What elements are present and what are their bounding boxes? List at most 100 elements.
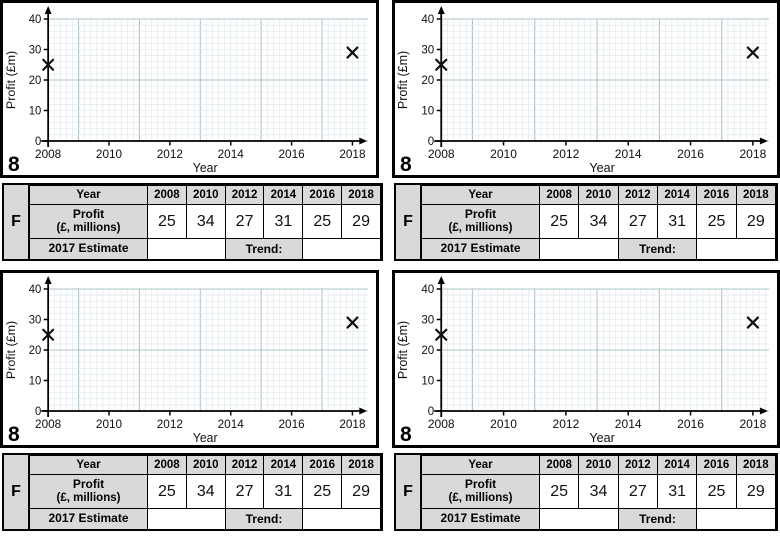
profit-value-cell: 25 [696, 474, 737, 509]
profit-time-series-chart: 0 10 20 30 40 2008 2010 2012 2014 2016 2018 Year Pro… [4, 276, 369, 445]
profit-time-series-chart: 0 10 20 30 40 2008 2010 2012 2014 2016 2018 Year Pro… [396, 276, 769, 445]
grid [47, 288, 369, 412]
svg-text:2008: 2008 [35, 147, 62, 161]
x-axis-arrow-icon [759, 407, 768, 415]
data-table-block: F Year 2008 2010 2012 2014 2016 2018 [394, 453, 778, 531]
svg-text:30: 30 [29, 44, 42, 56]
profit-value-cell: 25 [302, 204, 343, 239]
svg-text:0: 0 [428, 136, 434, 148]
y-axis-arrow-icon [437, 276, 445, 284]
year-cell: 2008 [147, 455, 187, 475]
quadrant-top-right: 0 10 20 30 40 2008 2010 2012 2014 2016 2018 Year Pro… [390, 0, 780, 270]
year-header-cell: Year [421, 185, 540, 205]
profit-value-cell: 25 [538, 204, 580, 239]
profit-table: Year 2008 2010 2012 2014 2016 2018 Profi… [29, 455, 381, 530]
year-cell: 2014 [263, 185, 304, 205]
data-table-block: F Year 2008 2010 2012 2014 2016 2018 [394, 183, 778, 261]
data-table-block: F Year 2008 2010 2012 2014 2016 2018 [2, 183, 383, 261]
trend-answer-cell [696, 238, 776, 260]
year-cell: 2018 [341, 185, 381, 205]
svg-text:0: 0 [35, 406, 41, 418]
chart-panel: 0 10 20 30 40 2008 2010 2012 2014 2016 2018 Year Pro… [392, 0, 780, 178]
data-table-block: F Year 2008 2010 2012 2014 2016 2018 [2, 453, 383, 531]
svg-text:2012: 2012 [552, 147, 579, 161]
x-axis-arrow-icon [759, 137, 768, 145]
trend-label-cell: Trend: [224, 238, 304, 260]
y-axis-title: Profit (£m) [4, 51, 18, 109]
estimate-label-cell: 2017 Estimate [29, 238, 148, 260]
svg-text:20: 20 [29, 75, 42, 87]
panel-letter-label: F [396, 185, 421, 259]
profit-header-cell: Profit (£, millions) [29, 204, 148, 239]
svg-text:20: 20 [421, 345, 434, 357]
grid [440, 18, 769, 142]
profit-table: Year 2008 2010 2012 2014 2016 2018 Profi… [421, 185, 777, 260]
year-cell: 2018 [735, 455, 777, 475]
x-axis-title: Year [589, 431, 614, 445]
profit-value-cell: 29 [735, 474, 777, 509]
trend-label-cell: Trend: [617, 508, 698, 530]
trend-answer-cell [302, 508, 381, 530]
svg-text:2016: 2016 [677, 147, 704, 161]
profit-value-cell: 34 [578, 204, 619, 239]
question-number: 8 [400, 153, 412, 176]
svg-text:30: 30 [421, 45, 434, 57]
panel-letter-label: F [396, 455, 421, 529]
y-axis-title: Profit (£m) [396, 51, 410, 109]
year-cell: 2018 [341, 455, 381, 475]
profit-header-line1: Profit [464, 477, 497, 492]
profit-header-line2: (£, millions) [448, 491, 513, 504]
profit-value-cell: 25 [302, 474, 343, 509]
svg-text:2016: 2016 [677, 417, 704, 431]
profit-time-series-chart: 0 10 20 30 40 2008 2010 2012 2014 2016 2018 Year Pro… [4, 6, 369, 175]
svg-text:30: 30 [29, 314, 42, 326]
grid [440, 288, 769, 412]
profit-value-cell: 34 [578, 474, 619, 509]
profit-value-cell: 29 [735, 204, 777, 239]
trend-answer-cell [302, 238, 381, 260]
svg-text:2008: 2008 [428, 147, 455, 161]
y-axis-title: Profit (£m) [396, 321, 410, 379]
year-cell: 2010 [185, 455, 226, 475]
x-axis-title: Year [589, 161, 614, 175]
y-tick-labels: 0 10 20 30 40 [29, 14, 49, 148]
x-axis-arrow-icon [359, 137, 368, 145]
year-cell: 2016 [302, 185, 343, 205]
year-cell: 2008 [147, 185, 187, 205]
svg-text:40: 40 [421, 14, 434, 26]
svg-text:2010: 2010 [96, 147, 123, 161]
table-row-years: Year 2008 2010 2012 2014 2016 2018 [421, 455, 777, 475]
x-marker-icon [435, 58, 448, 71]
profit-header-line1: Profit [72, 477, 105, 492]
y-axis-arrow-icon [44, 276, 52, 284]
year-cell: 2014 [656, 455, 698, 475]
svg-text:2014: 2014 [218, 147, 245, 161]
year-cell: 2014 [656, 185, 698, 205]
profit-time-series-chart: 0 10 20 30 40 2008 2010 2012 2014 2016 2018 Year Pro… [396, 6, 769, 175]
x-marker-icon [42, 328, 55, 341]
trend-answer-cell [696, 508, 776, 530]
svg-text:2014: 2014 [615, 147, 642, 161]
svg-text:2016: 2016 [278, 417, 305, 431]
year-header-cell: Year [421, 455, 540, 475]
svg-text:2018: 2018 [739, 147, 766, 161]
data-point-markers [435, 316, 760, 341]
axes [41, 276, 368, 417]
year-cell: 2010 [185, 185, 226, 205]
profit-header-line1: Profit [464, 207, 497, 222]
svg-text:40: 40 [29, 284, 42, 296]
profit-table: Year 2008 2010 2012 2014 2016 2018 Profi… [421, 455, 777, 530]
profit-value-cell: 27 [224, 474, 265, 509]
year-cell: 2012 [224, 185, 265, 205]
question-number: 8 [400, 423, 412, 446]
x-marker-icon [746, 46, 760, 59]
year-cell: 2016 [302, 455, 343, 475]
table-row-years: Year 2008 2010 2012 2014 2016 2018 [29, 455, 381, 475]
profit-value-cell: 29 [341, 204, 381, 239]
x-tick-labels: 2008 2010 2012 2014 2016 2018 [35, 411, 366, 431]
y-axis-title: Profit (£m) [4, 321, 18, 379]
question-number: 8 [8, 423, 20, 446]
quadrant-bottom-right: 0 10 20 30 40 2008 2010 2012 2014 2016 2018 Year Pro… [390, 270, 780, 540]
profit-value-cell: 31 [263, 474, 304, 509]
y-tick-labels: 0 10 20 30 40 [421, 14, 442, 148]
